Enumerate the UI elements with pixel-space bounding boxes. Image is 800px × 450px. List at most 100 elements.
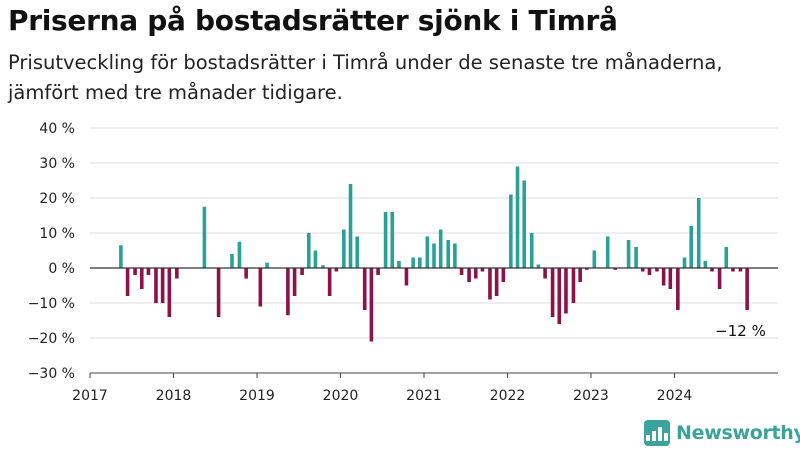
y-tick-label: −10 % (28, 296, 75, 312)
bar (244, 268, 248, 279)
bar (321, 265, 325, 268)
bar (467, 268, 471, 282)
bar (605, 236, 610, 268)
x-tick-label: 2023 (573, 388, 609, 404)
y-axis: 40 % 30 % 20 % 10 % 0 % −10 % −20 % −30 % (28, 121, 75, 382)
x-tick-label: 2022 (490, 388, 526, 404)
bars (119, 166, 749, 342)
bar (647, 268, 652, 275)
bar (717, 268, 722, 289)
bar (411, 257, 415, 268)
bar (480, 268, 485, 272)
bar (300, 268, 304, 275)
bar (286, 268, 290, 316)
x-tick-label: 2020 (323, 388, 359, 404)
bar (265, 262, 269, 268)
brand-logo: Newsworthy (644, 420, 800, 446)
bar (668, 268, 673, 289)
bar (710, 268, 714, 272)
bar (501, 268, 506, 282)
bar (634, 247, 638, 268)
bar (154, 268, 158, 303)
bar (550, 268, 555, 317)
bar (661, 268, 666, 286)
x-axis: 2017 2018 2019 2020 2021 2022 2023 2024 (72, 372, 778, 404)
y-tick-label: 0 % (48, 261, 75, 277)
bar (655, 268, 659, 272)
y-tick-label: 30 % (39, 156, 75, 172)
bar (362, 268, 367, 310)
bar (696, 198, 701, 268)
bar (160, 268, 165, 303)
bar (216, 268, 221, 317)
bar (438, 229, 443, 268)
bar (522, 180, 526, 268)
x-tick-label: 2017 (72, 388, 108, 404)
bar (397, 261, 401, 268)
bar (745, 268, 749, 310)
bar (446, 240, 451, 268)
bar (703, 261, 708, 268)
bar (529, 233, 534, 268)
bar (119, 245, 123, 268)
bar-chart-icon (644, 420, 670, 446)
y-tick-label: −20 % (28, 331, 75, 347)
bar (258, 268, 263, 307)
bar (230, 254, 234, 268)
bar (327, 268, 332, 296)
bar (738, 268, 743, 272)
last-value-label: −12 % (715, 322, 766, 340)
bar (494, 268, 499, 296)
bar (626, 240, 631, 268)
bar (133, 268, 137, 275)
bar (334, 268, 339, 272)
bar (404, 268, 409, 286)
bar (390, 212, 395, 268)
bar (342, 229, 346, 268)
chart-subtitle: Prisutveckling för bostadsrätter i Timrå… (8, 51, 723, 104)
bar (292, 268, 297, 296)
bar (515, 166, 520, 268)
bar (369, 268, 374, 342)
bar (676, 268, 680, 310)
bar (139, 268, 144, 289)
bar (146, 268, 151, 275)
y-tick-label: 10 % (39, 226, 75, 242)
bar (488, 268, 492, 300)
x-tick-label: 2018 (156, 388, 192, 404)
bar (536, 264, 541, 268)
bar (543, 268, 547, 279)
bar (418, 257, 422, 268)
bar (306, 233, 311, 268)
bar (731, 268, 735, 272)
y-tick-label: 20 % (39, 191, 75, 207)
bar (613, 268, 618, 270)
bar (592, 250, 597, 268)
y-tick-label: 40 % (39, 121, 75, 137)
bar (564, 268, 568, 314)
bar (571, 268, 576, 303)
bar (682, 257, 687, 268)
bar (355, 236, 359, 268)
y-tick-label: −30 % (28, 366, 75, 382)
bar (689, 226, 693, 268)
bar (459, 268, 464, 275)
bar (175, 268, 179, 279)
bar (237, 241, 242, 268)
x-tick-label: 2019 (239, 388, 275, 404)
bar (125, 268, 130, 296)
bar (432, 243, 436, 268)
bar (202, 206, 207, 268)
x-tick-label: 2021 (406, 388, 442, 404)
bar (313, 250, 318, 268)
bar (509, 194, 513, 268)
bar (453, 243, 457, 268)
chart-title: Priserna på bostadsrätter sjönk i Timrå (8, 4, 618, 37)
bar (425, 236, 430, 268)
bar (578, 268, 582, 282)
brand-name: Newsworthy (676, 422, 800, 444)
bar (167, 268, 172, 317)
bar (348, 184, 353, 268)
bar (724, 247, 729, 268)
